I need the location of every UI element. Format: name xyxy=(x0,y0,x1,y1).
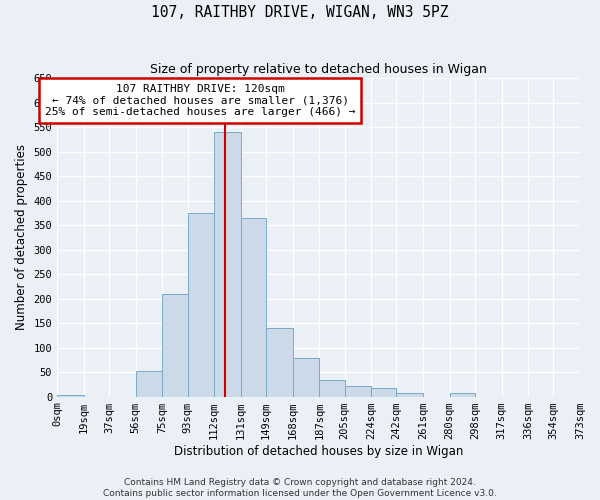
X-axis label: Distribution of detached houses by size in Wigan: Distribution of detached houses by size … xyxy=(174,444,463,458)
Text: Contains HM Land Registry data © Crown copyright and database right 2024.
Contai: Contains HM Land Registry data © Crown c… xyxy=(103,478,497,498)
Bar xyxy=(397,392,423,396)
Bar xyxy=(162,294,188,397)
Bar xyxy=(136,371,162,396)
Bar xyxy=(241,218,266,396)
Bar xyxy=(188,213,214,396)
Bar xyxy=(371,388,397,396)
Text: 107 RAITHBY DRIVE: 120sqm
← 74% of detached houses are smaller (1,376)
25% of se: 107 RAITHBY DRIVE: 120sqm ← 74% of detac… xyxy=(45,84,355,117)
Y-axis label: Number of detached properties: Number of detached properties xyxy=(15,144,28,330)
Bar xyxy=(214,132,241,396)
Bar xyxy=(266,328,293,396)
Text: 107, RAITHBY DRIVE, WIGAN, WN3 5PZ: 107, RAITHBY DRIVE, WIGAN, WN3 5PZ xyxy=(151,5,449,20)
Bar xyxy=(57,395,84,396)
Bar xyxy=(319,380,344,396)
Bar xyxy=(449,392,475,396)
Bar xyxy=(293,358,319,397)
Title: Size of property relative to detached houses in Wigan: Size of property relative to detached ho… xyxy=(150,62,487,76)
Bar xyxy=(344,386,371,396)
